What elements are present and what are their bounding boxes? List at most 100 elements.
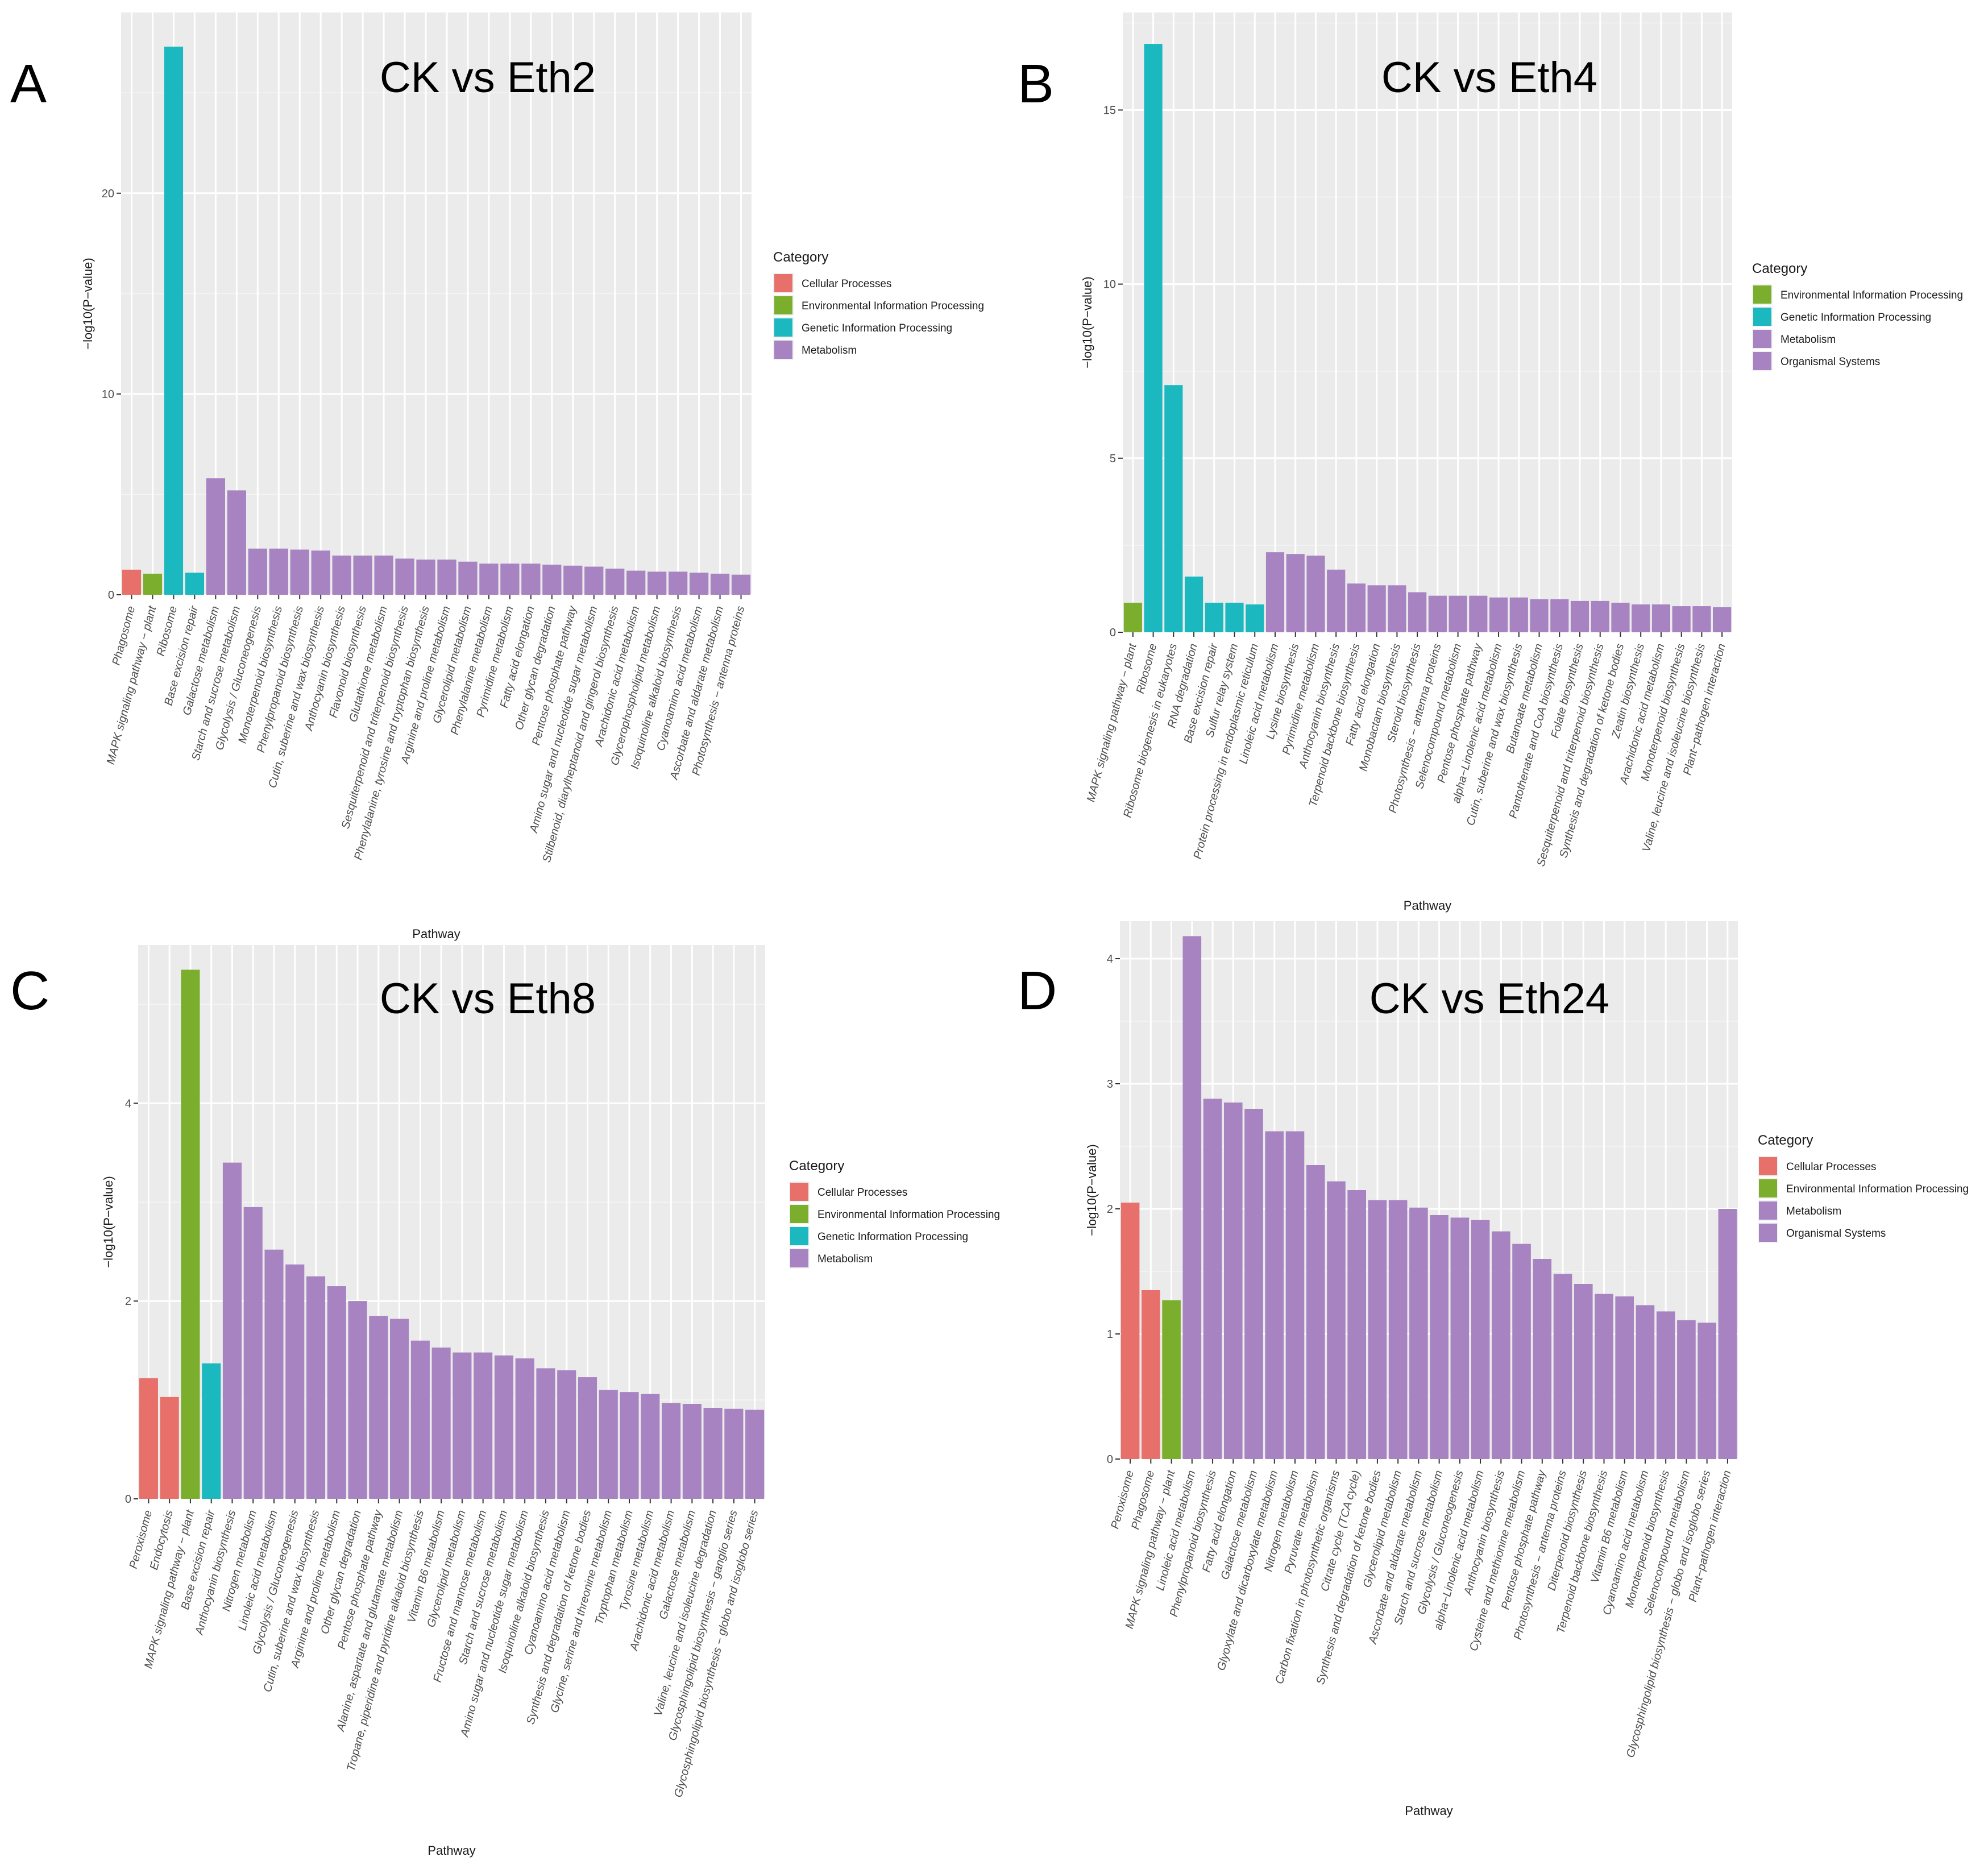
bar-phenylpropanoid-biosynthesis bbox=[1203, 1099, 1222, 1459]
bar-base-excision-repair bbox=[202, 1363, 221, 1499]
legend-swatch bbox=[774, 341, 792, 359]
bar-starch-and-sucrose-metabolism bbox=[227, 490, 246, 595]
legend-label: Metabolism bbox=[802, 345, 857, 357]
y-tick-label: 0 bbox=[108, 589, 114, 602]
bar-glycosphingolipid-biosynthesis-ganglio-series bbox=[724, 1408, 744, 1499]
bar-glycine-serine-and-threonine-metabolism bbox=[599, 1390, 618, 1499]
bar-starch-and-sucrose-metabolism bbox=[1430, 1215, 1449, 1459]
plot-background bbox=[1120, 921, 1738, 1459]
x-axis-title: Pathway bbox=[412, 927, 460, 941]
bar-zeatin-biosynthesis bbox=[1632, 604, 1650, 632]
bar-selenocompound-metabolism bbox=[1449, 595, 1467, 632]
y-tick-label: 2 bbox=[125, 1295, 131, 1308]
bar-monoterpenoid-biosynthesis bbox=[269, 548, 288, 595]
legend-swatch bbox=[790, 1183, 808, 1201]
bar-linoleic-acid-metabolism bbox=[264, 1249, 284, 1499]
bar-ascorbate-and-aldarate-metabolism bbox=[1409, 1207, 1428, 1459]
bar-ribosome-biogenesis-in-eukaryotes bbox=[1164, 385, 1183, 632]
bar-starch-and-sucrose-metabolism bbox=[494, 1355, 513, 1499]
panel-letter: C bbox=[10, 960, 49, 1021]
bar-synthesis-and-degradation-of-ketone-bodies bbox=[1611, 602, 1630, 632]
legend-label: Metabolism bbox=[817, 1253, 873, 1265]
bar-tryptophan-metabolism bbox=[620, 1392, 639, 1499]
bar-pentose-phosphate-pathway bbox=[1469, 595, 1488, 632]
bar-terpenoid-backbone-biosynthesis bbox=[1347, 583, 1366, 632]
bar-synthesis-and-degradation-of-ketone-bodies bbox=[578, 1377, 597, 1499]
bar-other-glycan-degradation bbox=[348, 1301, 367, 1499]
bar-sesquiterpenoid-and-triterpenoid-biosynthesis bbox=[395, 558, 414, 595]
legend-label: Environmental Information Processing bbox=[817, 1209, 1000, 1221]
bar-photosynthesis-antenna-proteins bbox=[731, 574, 751, 595]
y-tick-label: 2 bbox=[1107, 1203, 1113, 1216]
bar-phenylpropanoid-biosynthesis bbox=[290, 549, 309, 595]
bar-plant-pathogen-interaction bbox=[1713, 607, 1732, 632]
bar-mapk-signaling-pathway-plant bbox=[181, 969, 200, 1499]
bar-cutin-suberine-and-wax-biosynthesis bbox=[311, 550, 330, 595]
bar-pyruvate-metabolism bbox=[1306, 1165, 1325, 1459]
legend-swatch bbox=[774, 296, 792, 314]
bar-monoterpenoid-biosynthesis bbox=[1656, 1311, 1675, 1459]
bar-peroxisome bbox=[1120, 1203, 1140, 1459]
bar-isoquinoline-alkaloid-biosynthesis bbox=[668, 571, 688, 595]
bar-arginine-and-proline-metabolism bbox=[437, 560, 456, 595]
bar-mapk-signaling-pathway-plant bbox=[1162, 1300, 1181, 1459]
panel-letter: A bbox=[10, 53, 47, 114]
legend-swatch bbox=[790, 1249, 808, 1267]
legend-label: Organismal Systems bbox=[1786, 1228, 1886, 1240]
bar-mapk-signaling-pathway-plant bbox=[143, 573, 163, 595]
bar-anthocyanin-biosynthesis bbox=[1492, 1231, 1510, 1459]
bar-monoterpenoid-biosynthesis bbox=[1672, 606, 1691, 632]
plot-background bbox=[121, 13, 752, 595]
bar-phagosome bbox=[122, 569, 142, 595]
legend-label: Metabolism bbox=[1786, 1205, 1841, 1217]
bar-amino-sugar-and-nucleotide-sugar-metabolism bbox=[515, 1358, 534, 1499]
bar-glycosphingolipid-biosynthesis-globo-and-isoglobo-series bbox=[745, 1410, 765, 1499]
legend-title: Category bbox=[1758, 1133, 1813, 1148]
y-axis-title: −log10(P−value) bbox=[101, 1176, 115, 1267]
bar-flavonoid-biosynthesis bbox=[353, 556, 372, 595]
bar-galactose-metabolism bbox=[1244, 1109, 1263, 1459]
bar-terpenoid-backbone-biosynthesis bbox=[1595, 1294, 1613, 1459]
bar-pentose-phosphate-pathway bbox=[1533, 1259, 1552, 1459]
bar-anthocyanin-biosynthesis bbox=[332, 556, 351, 595]
legend-title: Category bbox=[789, 1158, 844, 1174]
plot-background bbox=[138, 945, 765, 1499]
bar-cyanoamino-acid-metabolism bbox=[557, 1370, 576, 1499]
y-tick-label: 4 bbox=[1107, 953, 1113, 965]
legend-swatch bbox=[1753, 285, 1771, 304]
y-axis-title: −log10(P−value) bbox=[81, 258, 95, 349]
bar-ribosome bbox=[164, 47, 184, 595]
legend-label: Cellular Processes bbox=[817, 1187, 907, 1199]
legend-swatch bbox=[1753, 352, 1771, 370]
bar-butanoate-metabolism bbox=[1530, 599, 1549, 632]
legend-label: Cellular Processes bbox=[1786, 1161, 1876, 1173]
bar-vitamin-b6-metabolism bbox=[431, 1347, 451, 1499]
legend-swatch bbox=[774, 274, 792, 292]
bar-tropane-piperidine-and-pyridine-alkaloid-biosynthesis bbox=[410, 1340, 430, 1499]
x-axis-title: Pathway bbox=[428, 1843, 475, 1858]
chart-title: CK vs Eth2 bbox=[380, 53, 596, 102]
y-tick-label: 0 bbox=[125, 1493, 131, 1506]
legend-label: Environmental Information Processing bbox=[1781, 289, 1963, 301]
bar-sulfur-relay-system bbox=[1225, 602, 1244, 632]
legend-swatch bbox=[1759, 1224, 1777, 1242]
bar-photosynthesis-antenna-proteins bbox=[1553, 1274, 1572, 1459]
bar-pantothenate-and-coa-biosynthesis bbox=[1550, 599, 1569, 632]
bar-fatty-acid-elongation bbox=[521, 563, 541, 595]
bar-alpha-linolenic-acid-metabolism bbox=[1489, 597, 1508, 632]
bar-glyoxylate-and-dicarboxylate-metabolism bbox=[1265, 1131, 1284, 1459]
legend-swatch bbox=[1753, 330, 1771, 348]
legend-label: Genetic Information Processing bbox=[802, 322, 952, 334]
bar-anthocyanin-biosynthesis bbox=[222, 1162, 242, 1499]
legend-label: Environmental Information Processing bbox=[1786, 1183, 1969, 1195]
panel-letter: B bbox=[1018, 53, 1054, 114]
bar-galactose-metabolism bbox=[206, 478, 225, 595]
bar-synthesis-and-degradation-of-ketone-bodies bbox=[1368, 1200, 1387, 1459]
bar-glycerolipid-metabolism bbox=[453, 1352, 472, 1499]
bar-other-glycan-degradation bbox=[542, 565, 562, 595]
bar-folate-biosynthesis bbox=[1570, 600, 1589, 632]
